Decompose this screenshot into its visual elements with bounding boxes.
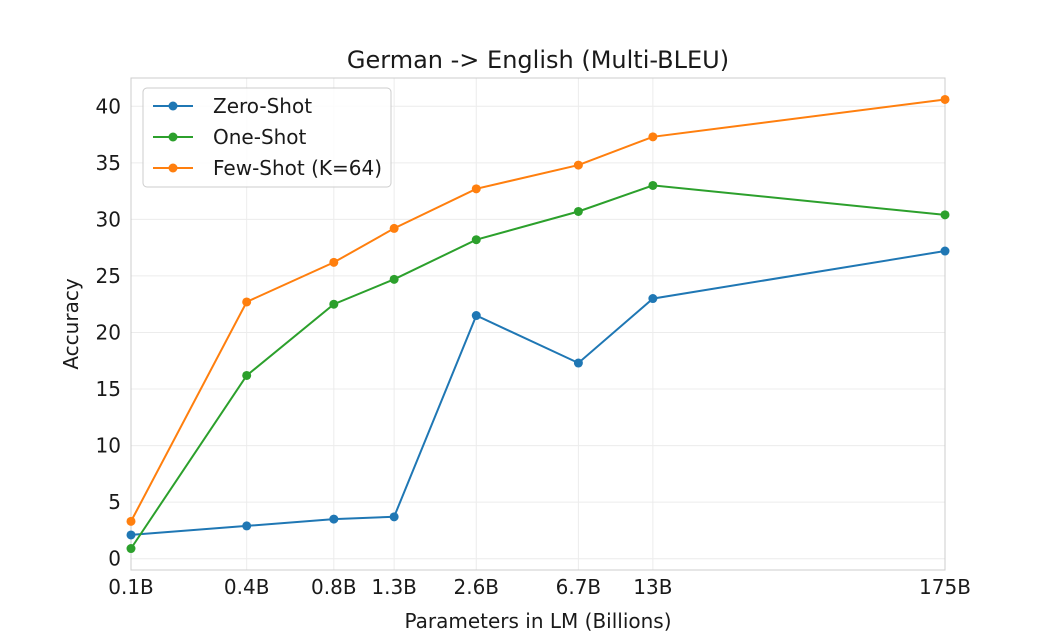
data-point: [329, 257, 339, 267]
legend-item: One-Shot: [153, 125, 307, 149]
x-axis-label: Parameters in LM (Billions): [404, 609, 671, 633]
data-point: [648, 132, 658, 142]
data-point: [242, 370, 252, 380]
y-axis-label: Accuracy: [59, 278, 83, 369]
data-point: [329, 514, 339, 524]
data-point: [648, 294, 658, 304]
tick-labels: 0 5 10 15 20 25 30 35 40 0.1B 0.4B 0.8B 1.3B 2.6B 6.7B…: [96, 94, 971, 599]
y-tick-label: 10: [96, 434, 121, 458]
y-tick-label: 25: [96, 264, 121, 288]
chart-title: German -> English (Multi-BLEU): [347, 46, 729, 74]
data-point: [471, 311, 481, 321]
x-tick-label: 1.3B: [371, 575, 417, 599]
y-tick-label: 0: [108, 547, 121, 571]
series-line: [130, 250, 946, 536]
legend-box: [142, 87, 392, 188]
data-point: [573, 160, 583, 170]
series-one-shot: [126, 180, 950, 554]
data-point: [471, 235, 481, 245]
legend-label: Zero-Shot: [213, 94, 312, 118]
x-tick-label: 13B: [633, 575, 672, 599]
data-point: [242, 521, 252, 531]
legend-marker: [168, 132, 178, 142]
data-point: [126, 530, 136, 540]
data-point: [940, 94, 950, 104]
legend-marker: [168, 163, 178, 173]
legend-label: Few-Shot (K=64): [213, 156, 382, 180]
y-tick-label: 30: [96, 207, 121, 231]
y-tick-label: 5: [108, 490, 121, 514]
data-point: [329, 299, 339, 309]
x-tick-label: 0.1B: [108, 575, 154, 599]
data-point: [573, 206, 583, 216]
data-point: [242, 297, 252, 307]
data-point: [389, 223, 399, 233]
legend-item: Few-Shot (K=64): [153, 156, 382, 180]
data-point: [573, 358, 583, 368]
data-point: [471, 184, 481, 194]
data-point: [126, 544, 136, 554]
data-point: [940, 246, 950, 256]
x-tick-label: 6.7B: [556, 575, 602, 599]
data-point: [940, 210, 950, 220]
y-tick-label: 20: [96, 320, 121, 344]
x-tick-label: 175B: [919, 575, 971, 599]
y-tick-label: 40: [96, 94, 121, 118]
legend-item: Zero-Shot: [153, 94, 312, 118]
series-line: [130, 184, 946, 550]
legend-marker: [168, 101, 178, 111]
series-few-shot-k-64: [126, 94, 950, 526]
x-tick-label: 0.4B: [224, 575, 270, 599]
series-zero-shot: [126, 246, 950, 540]
legend-label: One-Shot: [213, 125, 307, 149]
series-line: [130, 98, 946, 522]
y-tick-label: 15: [96, 377, 121, 401]
legend: Zero-Shot One-Shot Few-Shot (K=64): [142, 87, 392, 188]
data-point: [126, 516, 136, 526]
y-tick-label: 35: [96, 151, 121, 175]
plot-area: [130, 77, 946, 571]
x-tick-label: 0.8B: [311, 575, 357, 599]
x-tick-label: 2.6B: [453, 575, 499, 599]
data-point: [648, 180, 658, 190]
series-layer: [126, 94, 950, 554]
data-point: [389, 512, 399, 522]
data-point: [389, 274, 399, 284]
